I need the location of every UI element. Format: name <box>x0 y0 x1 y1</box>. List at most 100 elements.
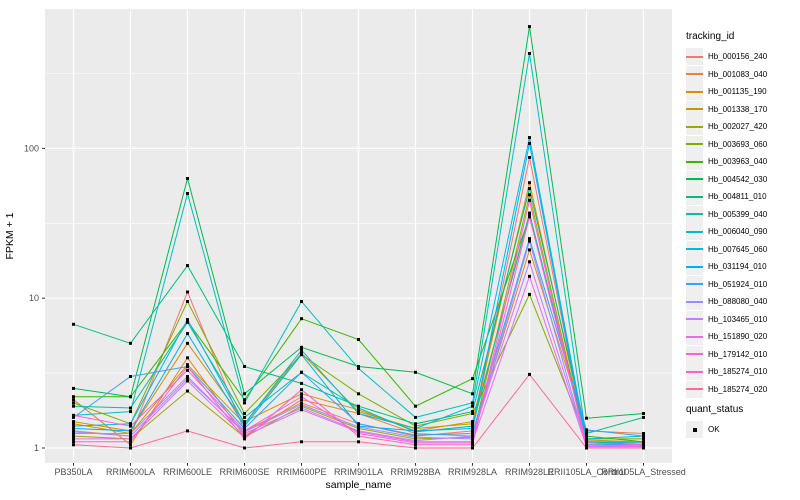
series-color-swatch <box>686 335 703 338</box>
legend-tracking-id: tracking_id Hb_000156_240 Hb_001083_040 Hb… <box>686 30 798 439</box>
data-point <box>186 377 189 381</box>
legend-key <box>686 100 703 118</box>
data-point <box>300 406 303 410</box>
data-point <box>642 434 645 438</box>
data-point <box>243 365 246 368</box>
data-point <box>243 432 246 435</box>
data-point <box>642 415 645 419</box>
data-point <box>471 404 474 408</box>
legend-item: Hb_000156_240 <box>686 48 798 66</box>
data-point <box>243 392 246 396</box>
data-point <box>357 425 360 429</box>
legend-key <box>686 275 703 293</box>
data-point <box>471 441 474 445</box>
data-point <box>129 395 132 399</box>
data-point <box>243 420 246 424</box>
data-point <box>471 401 474 405</box>
legend-key <box>686 48 703 66</box>
data-point <box>357 408 360 412</box>
data-point <box>300 401 303 405</box>
data-point <box>357 430 360 434</box>
legend-item: Hb_151890_020 <box>686 328 798 346</box>
legend-key <box>686 310 703 328</box>
data-point <box>528 248 531 252</box>
legend-item-ok: OK <box>686 421 798 439</box>
data-point <box>300 403 303 407</box>
data-point <box>72 424 75 428</box>
data-point <box>72 440 75 444</box>
data-point <box>129 434 132 438</box>
data-point <box>471 434 474 438</box>
data-point <box>414 429 417 433</box>
data-point <box>528 25 531 29</box>
legend-item: Hb_004811_010 <box>686 188 798 206</box>
legend-item: Hb_001083_040 <box>686 65 798 84</box>
data-point <box>300 348 303 352</box>
data-point <box>414 437 417 441</box>
x-tick-label: RRIM928LE <box>505 467 554 477</box>
data-point <box>243 424 246 428</box>
data-point <box>300 440 303 444</box>
legend-label: Hb_001135_190 <box>708 87 767 97</box>
data-point <box>186 363 189 367</box>
data-point <box>357 392 360 396</box>
data-point <box>300 345 303 349</box>
data-point <box>414 415 417 419</box>
data-point <box>186 332 189 336</box>
data-point <box>528 198 531 202</box>
data-point <box>300 408 303 412</box>
data-point <box>471 432 474 435</box>
x-tick-label: RRIM901LA <box>334 467 383 477</box>
x-tick-label: RRIM928LA <box>448 467 497 477</box>
data-point <box>471 392 474 396</box>
data-point <box>414 404 417 408</box>
legend-label: Hb_006040_090 <box>708 227 768 237</box>
data-point <box>72 401 75 405</box>
data-point <box>186 264 189 268</box>
legend-key <box>686 83 703 101</box>
data-point <box>642 437 645 441</box>
data-point <box>471 412 474 415</box>
x-axis-title: sample_name <box>325 479 392 491</box>
data-point <box>243 434 246 438</box>
series-color-swatch <box>686 195 703 198</box>
data-point <box>414 424 417 428</box>
legend-item: Hb_001338_170 <box>686 100 798 119</box>
legend-item: Hb_179142_010 <box>686 345 798 364</box>
legend-item: Hb_007645_060 <box>686 240 798 259</box>
data-point <box>471 446 474 450</box>
data-point <box>72 322 75 326</box>
data-point <box>129 375 132 378</box>
legend-key <box>686 293 703 311</box>
data-point <box>300 392 303 396</box>
data-point <box>72 437 75 441</box>
legend-label: Hb_088080_040 <box>708 297 768 307</box>
legend-label: Hb_005399_040 <box>708 209 768 219</box>
data-point <box>72 430 75 434</box>
legend-items-tracking-id: Hb_000156_240 Hb_001083_040 Hb_001135_190 H… <box>686 48 798 398</box>
data-point <box>414 441 417 445</box>
data-point <box>72 398 75 402</box>
legend-key <box>686 188 703 206</box>
series-color-swatch <box>686 353 703 356</box>
data-point <box>528 274 531 278</box>
legend-label: Hb_031194_010 <box>708 262 767 272</box>
data-point <box>129 406 132 410</box>
data-point <box>129 341 132 345</box>
y-tick-label: 100 <box>24 143 39 153</box>
legend-key <box>686 135 703 153</box>
data-point <box>414 433 417 437</box>
legend-label: Hb_001083_040 <box>708 69 768 79</box>
x-tick-label: PB350LA <box>54 467 92 477</box>
legend-label: Hb_185274_020 <box>708 384 768 394</box>
data-point <box>642 441 645 445</box>
data-point <box>642 446 645 450</box>
legend-item: Hb_185274_010 <box>686 363 798 381</box>
legend-key <box>686 380 703 398</box>
series-color-swatch <box>686 108 703 111</box>
data-point <box>72 395 75 399</box>
data-point <box>357 404 360 408</box>
data-point <box>471 429 474 433</box>
series-color-swatch <box>686 178 703 181</box>
